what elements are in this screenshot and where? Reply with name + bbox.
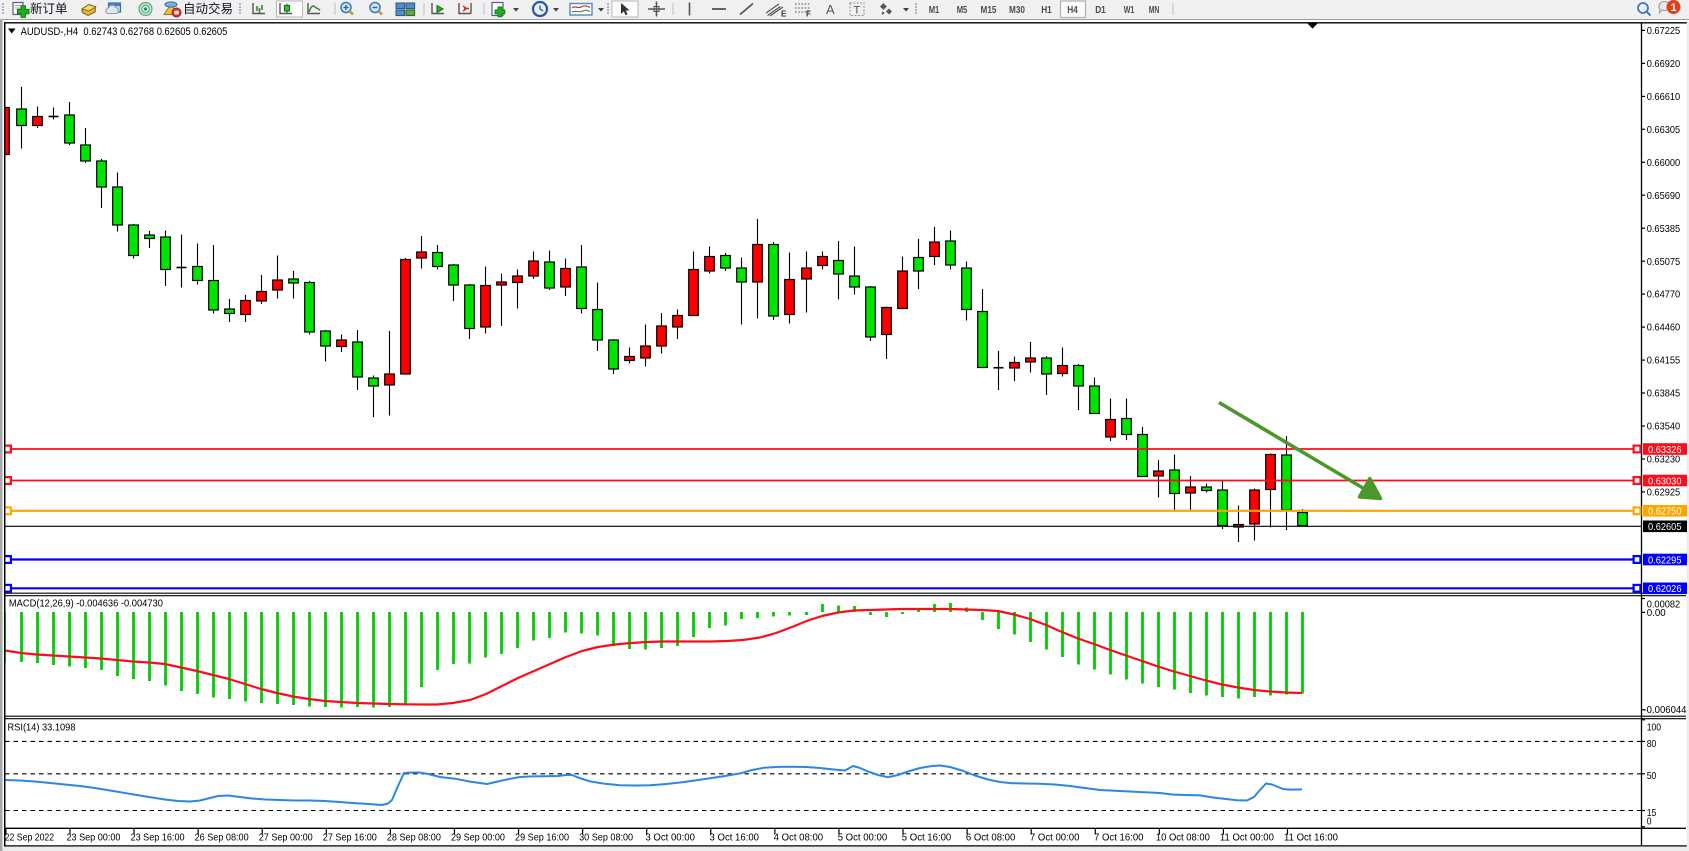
svg-text:0.63230: 0.63230 <box>1647 454 1681 466</box>
svg-text:自动交易: 自动交易 <box>183 1 233 16</box>
svg-text:27 Sep 00:00: 27 Sep 00:00 <box>259 832 313 844</box>
svg-text:MACD(12,26,9) -0.004636 -0.004: MACD(12,26,9) -0.004636 -0.004730 <box>9 598 163 610</box>
svg-text:0.64770: 0.64770 <box>1647 289 1681 301</box>
svg-text:H1: H1 <box>1041 4 1052 16</box>
svg-text:M1: M1 <box>929 4 940 16</box>
svg-text:RSI(14) 33.1098: RSI(14) 33.1098 <box>8 722 76 734</box>
svg-text:0.66305: 0.66305 <box>1647 124 1681 136</box>
svg-text:0.62026: 0.62026 <box>1648 583 1682 595</box>
svg-text:-0.006044: -0.006044 <box>1644 704 1687 716</box>
svg-text:0.00: 0.00 <box>1647 607 1666 619</box>
svg-text:新订单: 新订单 <box>30 1 68 16</box>
svg-text:0.67225: 0.67225 <box>1647 25 1681 37</box>
svg-text:23 Sep 00:00: 23 Sep 00:00 <box>66 832 120 844</box>
svg-text:3 Oct 16:00: 3 Oct 16:00 <box>710 832 760 844</box>
svg-text:M15: M15 <box>981 4 997 16</box>
svg-text:A: A <box>826 2 835 17</box>
svg-text:0.00082: 0.00082 <box>1647 599 1681 611</box>
svg-text:F: F <box>806 10 811 19</box>
svg-text:29 Sep 00:00: 29 Sep 00:00 <box>451 832 505 844</box>
svg-text:W1: W1 <box>1124 4 1135 16</box>
svg-text:0.65690: 0.65690 <box>1647 190 1681 202</box>
svg-text:28 Sep 08:00: 28 Sep 08:00 <box>387 832 441 844</box>
svg-text:AUDUSD-,H4 0.62743 0.62768 0.: AUDUSD-,H4 0.62743 0.62768 0.62605 0.626… <box>21 26 228 38</box>
svg-text:0.62295: 0.62295 <box>1648 554 1682 566</box>
svg-text:0.66000: 0.66000 <box>1647 157 1681 169</box>
svg-text:11 Oct 16:00: 11 Oct 16:00 <box>1284 832 1338 844</box>
svg-text:H4: H4 <box>1067 4 1078 16</box>
svg-text:0.63030: 0.63030 <box>1648 475 1682 487</box>
svg-text:29 Sep 16:00: 29 Sep 16:00 <box>515 832 569 844</box>
svg-text:0: 0 <box>1647 815 1652 827</box>
svg-text:0.62925: 0.62925 <box>1647 487 1681 499</box>
svg-text:0.64460: 0.64460 <box>1647 322 1681 334</box>
svg-text:5 Oct 16:00: 5 Oct 16:00 <box>902 832 952 844</box>
svg-text:5 Oct 00:00: 5 Oct 00:00 <box>838 832 888 844</box>
svg-text:11 Oct 00:00: 11 Oct 00:00 <box>1220 832 1274 844</box>
svg-text:M30: M30 <box>1009 4 1025 16</box>
svg-text:6 Oct 08:00: 6 Oct 08:00 <box>966 832 1016 844</box>
svg-text:MN: MN <box>1149 4 1160 16</box>
svg-text:E: E <box>781 10 787 19</box>
svg-text:30 Sep 08:00: 30 Sep 08:00 <box>579 832 633 844</box>
svg-text:0.66610: 0.66610 <box>1647 91 1681 103</box>
svg-text:26 Sep 08:00: 26 Sep 08:00 <box>195 832 249 844</box>
svg-text:3 Oct 00:00: 3 Oct 00:00 <box>645 832 695 844</box>
svg-text:80: 80 <box>1647 738 1657 750</box>
svg-text:10 Oct 08:00: 10 Oct 08:00 <box>1156 832 1210 844</box>
svg-text:22 Sep 2022: 22 Sep 2022 <box>5 832 55 844</box>
svg-text:0.65385: 0.65385 <box>1647 223 1681 235</box>
svg-text:0.63540: 0.63540 <box>1647 421 1681 433</box>
svg-text:7 Oct 00:00: 7 Oct 00:00 <box>1030 832 1080 844</box>
svg-text:4 Oct 08:00: 4 Oct 08:00 <box>774 832 824 844</box>
svg-text:T: T <box>854 5 861 17</box>
svg-text:23 Sep 16:00: 23 Sep 16:00 <box>131 832 185 844</box>
svg-text:0.64155: 0.64155 <box>1647 355 1681 367</box>
svg-text:0.66920: 0.66920 <box>1647 58 1681 70</box>
svg-text:0.62605: 0.62605 <box>1648 521 1682 533</box>
svg-text:0.65075: 0.65075 <box>1647 256 1681 268</box>
svg-text:D1: D1 <box>1095 4 1106 16</box>
svg-text:1: 1 <box>1670 2 1676 14</box>
svg-text:0.63845: 0.63845 <box>1647 388 1681 400</box>
svg-text:7 Oct 16:00: 7 Oct 16:00 <box>1094 832 1144 844</box>
svg-text:100: 100 <box>1647 721 1662 733</box>
svg-text:M5: M5 <box>957 4 968 16</box>
svg-text:15: 15 <box>1647 807 1657 819</box>
svg-text:0.62750: 0.62750 <box>1648 506 1682 518</box>
svg-text:0.63326: 0.63326 <box>1648 444 1682 456</box>
svg-text:50: 50 <box>1647 770 1657 782</box>
svg-text:27 Sep 16:00: 27 Sep 16:00 <box>323 832 377 844</box>
